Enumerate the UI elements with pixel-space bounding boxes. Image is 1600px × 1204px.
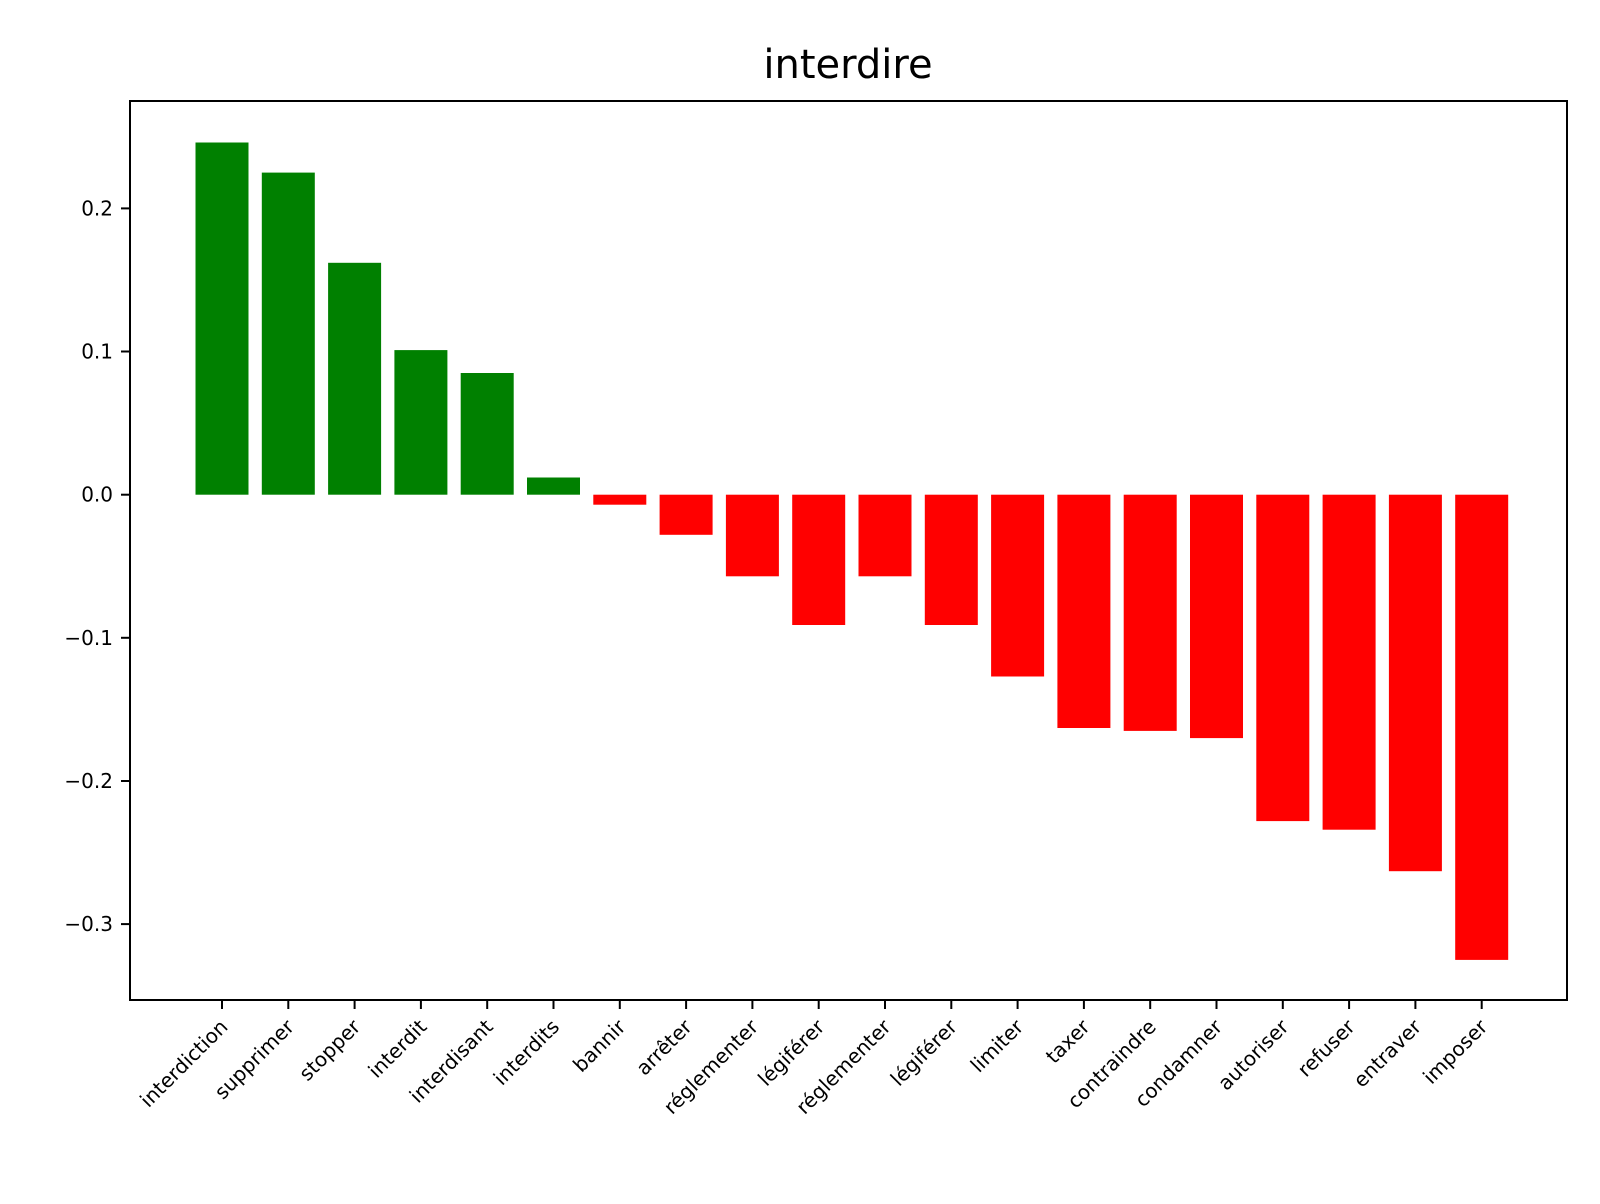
y-tick-label: −0.1 [64,626,113,650]
bar [1322,494,1376,830]
bar [792,494,846,625]
bar [1455,494,1509,960]
y-tick-label: −0.3 [64,912,113,936]
y-tick-label: 0.1 [81,340,113,364]
bar [593,494,647,505]
bar [1388,494,1442,872]
bars-group [195,142,1509,960]
bar [261,172,315,495]
bar [195,142,249,495]
bar [924,494,978,625]
bar [1123,494,1177,731]
bar [1057,494,1111,728]
y-tick-label: −0.2 [64,769,113,793]
y-tick-label: 0.0 [81,483,113,507]
y-axis: 0.2 0.1 0.0 −0.1 −0.2 −0.3 [64,196,130,936]
chart-title: interdire [763,42,932,88]
plot-frame [129,100,1568,1001]
bar [659,494,713,535]
y-tick-label: 0.2 [81,196,113,220]
bar [527,477,580,495]
bar [725,494,779,577]
bar [991,494,1045,677]
bar [460,373,514,495]
bar [1190,494,1243,739]
bar [1256,494,1310,822]
bar [328,262,382,495]
bar [394,350,448,495]
bar [858,494,912,577]
